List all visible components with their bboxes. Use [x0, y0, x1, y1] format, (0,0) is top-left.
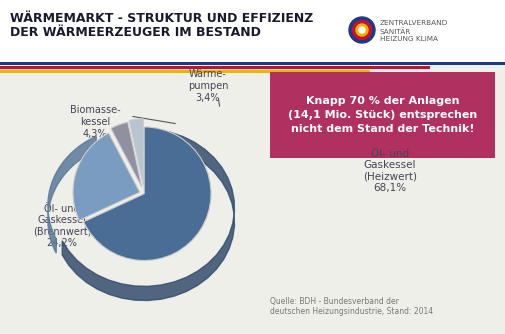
- Wedge shape: [111, 122, 141, 187]
- Bar: [0, 66, 429, 69]
- Text: Biomasse-
kessel
4,3%: Biomasse- kessel 4,3%: [70, 106, 120, 139]
- Text: DER WÄRMEERZEUGER IM BESTAND: DER WÄRMEERZEUGER IM BESTAND: [10, 26, 261, 39]
- Bar: [0, 70, 369, 73]
- Text: Öl- und
Gaskessel
(Brennwert)
24,2%: Öl- und Gaskessel (Brennwert) 24,2%: [33, 204, 91, 248]
- Circle shape: [358, 27, 364, 33]
- Wedge shape: [73, 133, 139, 220]
- Circle shape: [356, 24, 367, 36]
- Bar: [0, 0, 505, 62]
- Text: SANITÄR: SANITÄR: [379, 28, 411, 35]
- Text: Knapp 70 % der Anlagen
(14,1 Mio. Stück) entsprechen
nicht dem Stand der Technik: Knapp 70 % der Anlagen (14,1 Mio. Stück)…: [287, 96, 476, 134]
- Bar: [0, 62, 505, 65]
- Polygon shape: [48, 136, 96, 253]
- Text: HEIZUNG KLIMA: HEIZUNG KLIMA: [379, 36, 437, 42]
- Polygon shape: [62, 129, 234, 301]
- Circle shape: [352, 20, 371, 39]
- Text: Wärme-
pumpen
3,4%: Wärme- pumpen 3,4%: [187, 69, 228, 103]
- Text: Quelle: BDH - Bundesverband der
deutschen Heizungsindustrie, Stand: 2014: Quelle: BDH - Bundesverband der deutsche…: [270, 297, 432, 316]
- Text: ZENTRALVERBAND: ZENTRALVERBAND: [379, 20, 447, 26]
- Wedge shape: [129, 119, 143, 186]
- Text: WÄRMEMARKT - STRUKTUR UND EFFIZIENZ: WÄRMEMARKT - STRUKTUR UND EFFIZIENZ: [10, 12, 313, 25]
- Text: Öl- und
Gaskessel
(Heizwert)
68,1%: Öl- und Gaskessel (Heizwert) 68,1%: [362, 149, 416, 193]
- Circle shape: [348, 17, 374, 43]
- FancyBboxPatch shape: [270, 72, 494, 158]
- Wedge shape: [83, 127, 211, 261]
